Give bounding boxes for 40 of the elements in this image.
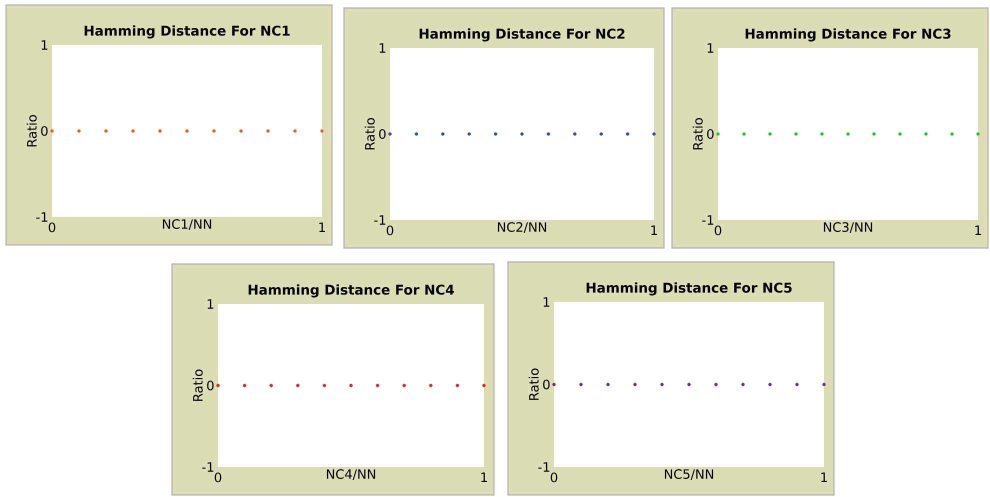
y-axis-title: Ratio [364,118,375,150]
y-tick-label: 0 [379,129,386,139]
y-tick-label: 1 [42,40,48,50]
y-tick-label: -1 [702,215,714,225]
y-tick-label: 0 [207,380,214,390]
x-axis-title: NC5/NN [664,469,714,480]
x-axis-title: NC1/NN [162,219,212,230]
x-tick-label: 0 [550,472,558,482]
y-tick-label: -1 [202,462,214,472]
x-tick-label: 0 [48,222,56,232]
x-tick-label: 0 [386,226,394,236]
chart-title: Hamming Distance For NC4 [248,284,454,298]
y-tick-label: -1 [538,462,550,472]
y-axis-title: Ratio [692,118,703,150]
y-tick-label: -1 [36,212,48,222]
chart-title: Hamming Distance For NC3 [746,28,951,42]
y-axis-title: Ratio [192,370,203,401]
y-tick-label: 1 [380,43,386,53]
x-tick-label: 1 [481,472,487,482]
y-tick-label: 1 [708,43,714,53]
x-tick-label: 1 [651,226,657,235]
y-tick-label: 1 [208,299,214,309]
y-tick-label: 0 [707,129,714,139]
x-tick-label: 1 [319,222,325,232]
x-axis-title: NC3/NN [824,222,872,233]
x-tick-label: 0 [714,226,722,236]
y-tick-label: 0 [41,126,48,136]
x-axis-title: NC2/NN [498,222,546,233]
chart-title: Hamming Distance For NC2 [420,28,624,42]
y-axis-title: Ratio [528,368,539,400]
x-axis-title: NC4/NN [326,469,376,480]
y-tick-label: -1 [374,215,386,225]
x-tick-label: 1 [975,226,981,235]
y-axis-title: Ratio [26,115,37,146]
y-tick-label: 0 [543,380,550,390]
chart-title: Hamming Distance For NC5 [586,282,792,296]
chart-title: Hamming Distance For NC1 [84,25,290,38]
y-tick-label: 1 [544,297,550,307]
x-tick-label: 0 [214,472,222,482]
x-tick-label: 1 [821,472,827,482]
